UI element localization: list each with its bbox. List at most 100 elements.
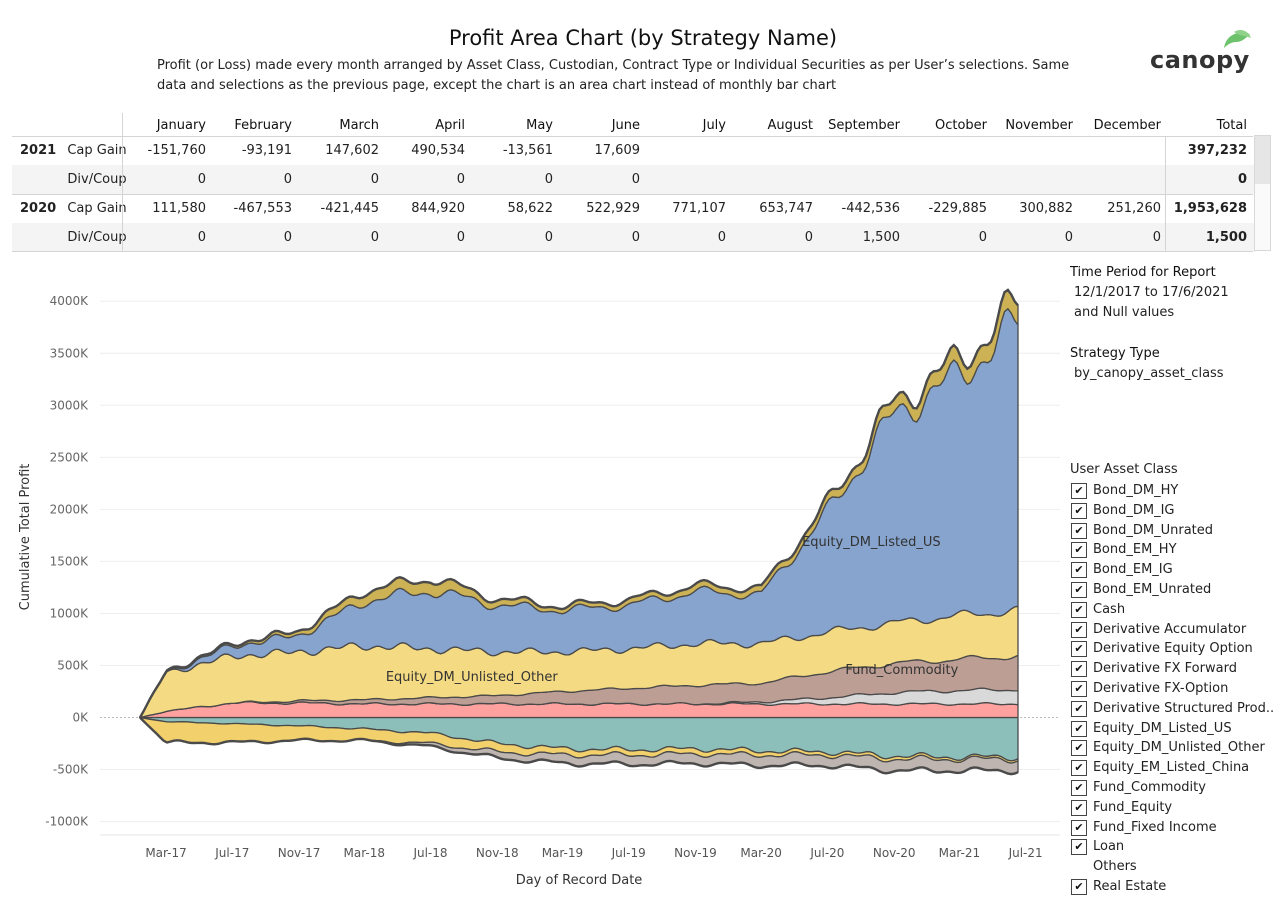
asset-class-filter-item[interactable]: ✔ Fund_Commodity (1070, 778, 1280, 798)
table-cell: -229,885 (928, 201, 987, 216)
asset-class-filter-item[interactable]: ✔ Fund_Equity (1070, 798, 1280, 818)
table-scrollbar-thumb[interactable] (1255, 136, 1270, 184)
checkbox-checked-icon[interactable]: ✔ (1071, 621, 1087, 638)
asset-class-filter-item[interactable]: ✔ Bond_EM_HY (1070, 540, 1280, 560)
table-cell: 0 (283, 230, 292, 245)
checkbox-checked-icon[interactable]: ✔ (1071, 601, 1087, 618)
x-tick-label: Jul-19 (611, 846, 646, 860)
month-header: May (526, 118, 553, 133)
table-cell: 300,882 (1019, 201, 1073, 216)
checkbox-checked-icon[interactable]: ✔ (1071, 879, 1087, 895)
checkbox-checked-icon[interactable]: ✔ (1071, 641, 1087, 658)
asset-class-filter-item[interactable]: ✔ Loan (1070, 837, 1280, 857)
table-cell: 0 (544, 230, 553, 245)
table-cell: 58,622 (507, 201, 554, 216)
table-divider (12, 251, 1253, 252)
asset-class-filter-item[interactable]: ✔ Bond_EM_Unrated (1070, 580, 1280, 600)
asset-class-label: Bond_EM_IG (1093, 562, 1173, 578)
asset-class-label: Fund_Commodity (1093, 780, 1206, 795)
checkbox-unchecked-icon[interactable] (1071, 859, 1087, 876)
table-row: 2021 Cap Gain -151,760 -93,191 147,602 490,53… (12, 136, 1256, 165)
checkbox-checked-icon[interactable]: ✔ (1071, 780, 1087, 796)
asset-class-label: Derivative Accumulator (1093, 621, 1247, 637)
asset-class-label: Bond_EM_Unrated (1093, 582, 1212, 597)
asset-class-label: Derivative Structured Prod.. (1093, 700, 1275, 716)
x-tick-label: Nov-19 (674, 846, 717, 860)
row-label: Div/Coup (67, 172, 127, 187)
checkbox-checked-icon[interactable]: ✔ (1071, 760, 1087, 777)
table-cell: 0 (978, 230, 987, 245)
month-header: February (234, 118, 292, 133)
table-cell: 490,534 (411, 143, 465, 158)
asset-class-filter-item[interactable]: ✔ Real Estate (1070, 877, 1280, 897)
x-tick-label: Jul-18 (412, 846, 447, 860)
asset-class-filter-item[interactable]: ✔ Bond_DM_Unrated (1070, 521, 1280, 541)
asset-class-filter-item[interactable]: ✔ Cash (1070, 600, 1280, 620)
x-tick-label: Mar-19 (542, 846, 583, 860)
y-tick-label: 500K (57, 658, 89, 672)
checkbox-checked-icon[interactable]: ✔ (1071, 839, 1087, 856)
asset-class-label: Derivative FX-Option (1093, 681, 1229, 696)
asset-class-filter-item[interactable]: ✔ Bond_EM_IG (1070, 560, 1280, 580)
x-tick-label: Jul-21 (1008, 846, 1043, 860)
month-header: September (828, 118, 900, 133)
month-header: April (435, 118, 465, 133)
table-cell (903, 136, 987, 165)
month-header: October (934, 118, 987, 133)
checkbox-checked-icon[interactable]: ✔ (1071, 522, 1087, 539)
table-cell: 0 (544, 172, 553, 187)
asset-class-filter-item[interactable]: ✔ Derivative Accumulator (1070, 620, 1280, 640)
checkbox-checked-icon[interactable]: ✔ (1071, 819, 1087, 836)
checkbox-checked-icon[interactable]: ✔ (1071, 799, 1087, 816)
total-outline-top (138, 288, 1019, 719)
table-cell: 1,500 (862, 230, 900, 245)
table-cell: 0 (717, 230, 726, 245)
asset-class-filter-item[interactable]: ✔ Derivative Structured Prod.. (1070, 699, 1280, 719)
table-header-row: January February March April May June July Augu… (12, 113, 1256, 142)
checkbox-checked-icon[interactable]: ✔ (1071, 483, 1087, 499)
asset-class-filter-item[interactable]: Others (1070, 857, 1280, 877)
table-cell: 653,747 (759, 201, 813, 216)
checkbox-checked-icon[interactable]: ✔ (1071, 582, 1087, 598)
checkbox-checked-icon[interactable]: ✔ (1071, 542, 1087, 559)
table-cell: 0 (197, 172, 206, 187)
asset-class-label: Derivative Equity Option (1093, 641, 1253, 657)
asset-class-filter-item[interactable]: ✔ Equity_DM_Listed_US (1070, 719, 1280, 739)
checkbox-checked-icon[interactable]: ✔ (1071, 661, 1087, 678)
year-label: 2020 (20, 201, 57, 216)
y-tick-label: 3000K (50, 398, 90, 412)
row-total: 1,500 (1205, 230, 1247, 245)
table-cell: 0 (1064, 230, 1073, 245)
checkbox-checked-icon[interactable]: ✔ (1071, 720, 1087, 737)
table-cell (989, 136, 1073, 165)
table-cell (816, 136, 900, 165)
strategy-type-value: by_canopy_asset_class (1074, 366, 1224, 381)
asset-class-filter-item[interactable]: ✔ Bond_DM_IG (1070, 501, 1280, 521)
table-cell: 0 (631, 172, 640, 187)
logo-wordmark: canopy (1150, 46, 1250, 74)
table-cell: 522,929 (586, 201, 640, 216)
total-outline-bottom (139, 716, 1019, 776)
row-total: 1,953,628 (1173, 201, 1247, 216)
asset-class-filter-item[interactable]: ✔ Fund_Fixed Income (1070, 818, 1280, 838)
asset-class-filter-item[interactable]: ✔ Equity_EM_Listed_China (1070, 758, 1280, 778)
time-period-filter[interactable]: Time Period for Report 12/1/2017 to 17/6… (1070, 265, 1229, 320)
asset-class-filter-item[interactable]: ✔ Bond_DM_HY (1070, 481, 1280, 501)
asset-class-filter-item[interactable]: ✔ Derivative Equity Option (1070, 639, 1280, 659)
checkbox-checked-icon[interactable]: ✔ (1071, 562, 1087, 579)
checkbox-checked-icon[interactable]: ✔ (1071, 700, 1087, 717)
leaf-icon (1224, 30, 1251, 48)
checkbox-checked-icon[interactable]: ✔ (1071, 502, 1087, 519)
checkbox-checked-icon[interactable]: ✔ (1071, 740, 1087, 757)
asset-class-filter-item[interactable]: ✔ Derivative FX Forward (1070, 659, 1280, 679)
asset-class-filter-item[interactable]: ✔ Equity_DM_Unlisted_Other (1070, 738, 1280, 758)
table-cell: 0 (197, 230, 206, 245)
asset-class-filter-item[interactable]: ✔ Derivative FX-Option (1070, 679, 1280, 699)
x-tick-label: Jul-17 (214, 846, 249, 860)
checkbox-checked-icon[interactable]: ✔ (1071, 681, 1087, 697)
table-cell: 0 (804, 230, 813, 245)
x-tick-label: Nov-20 (873, 846, 916, 860)
table-cell: 111,580 (152, 201, 206, 216)
table-cell: 0 (631, 230, 640, 245)
strategy-type-filter[interactable]: Strategy Type by_canopy_asset_class (1070, 346, 1224, 381)
